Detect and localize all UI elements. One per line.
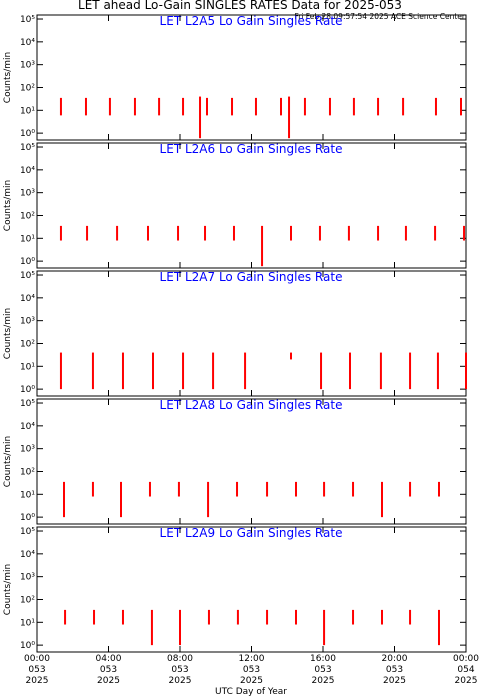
y-axis-label: Counts/min — [3, 180, 13, 231]
y-tick-label: 10³ — [20, 573, 35, 583]
y-tick-label: 10⁵ — [20, 527, 35, 537]
y-tick-label: 10² — [20, 467, 35, 477]
y-tick-label: 10³ — [20, 61, 35, 71]
x-tick-label: 12:00 053 2025 — [239, 654, 265, 686]
y-axis-label: Counts/min — [3, 436, 13, 487]
x-tick-label: 08:00 053 2025 — [167, 654, 193, 686]
y-tick-label: 10⁵ — [20, 399, 35, 409]
y-tick-label: 10¹ — [20, 106, 35, 116]
y-tick-label: 10⁰ — [20, 385, 35, 395]
y-tick-label: 10⁴ — [20, 294, 35, 304]
x-tick-label: 04:00 053 2025 — [96, 654, 122, 686]
x-tick-label: 00:00 053 2025 — [24, 654, 50, 686]
y-tick-label: 10¹ — [20, 618, 35, 628]
y-axis-label: Counts/min — [3, 52, 13, 103]
y-tick-label: 10³ — [20, 189, 35, 199]
x-tick-label: 16:00 053 2025 — [310, 654, 336, 686]
y-tick-label: 10² — [20, 339, 35, 349]
y-tick-label: 10² — [20, 595, 35, 605]
y-tick-label: 10² — [20, 83, 35, 93]
y-tick-label: 10⁵ — [20, 143, 35, 153]
y-tick-label: 10³ — [20, 317, 35, 327]
x-tick-label: 00:00 054 2025 — [453, 654, 479, 686]
chart-title: LET ahead Lo-Gain SINGLES RATES Data for… — [78, 0, 402, 12]
y-tick-label: 10⁰ — [20, 641, 35, 651]
x-tick-label: 20:00 053 2025 — [382, 654, 408, 686]
y-tick-label: 10¹ — [20, 362, 35, 372]
y-tick-label: 10² — [20, 211, 35, 221]
chart-subtitle: Fri Feb 28 09:57:54 2025 ACE Science Cen… — [294, 12, 465, 21]
y-tick-label: 10⁰ — [20, 513, 35, 523]
x-axis-label: UTC Day of Year — [215, 687, 287, 697]
y-tick-label: 10¹ — [20, 490, 35, 500]
y-tick-label: 10⁴ — [20, 38, 35, 48]
y-tick-label: 10¹ — [20, 234, 35, 244]
y-tick-label: 10⁴ — [20, 550, 35, 560]
y-tick-label: 10⁴ — [20, 166, 35, 176]
y-tick-label: 10⁰ — [20, 129, 35, 139]
y-tick-label: 10⁵ — [20, 271, 35, 281]
y-tick-label: 10⁵ — [20, 15, 35, 25]
y-tick-label: 10⁴ — [20, 422, 35, 432]
y-tick-label: 10³ — [20, 445, 35, 455]
y-axis-label: Counts/min — [3, 564, 13, 615]
y-tick-label: 10⁰ — [20, 257, 35, 267]
y-axis-label: Counts/min — [3, 308, 13, 359]
